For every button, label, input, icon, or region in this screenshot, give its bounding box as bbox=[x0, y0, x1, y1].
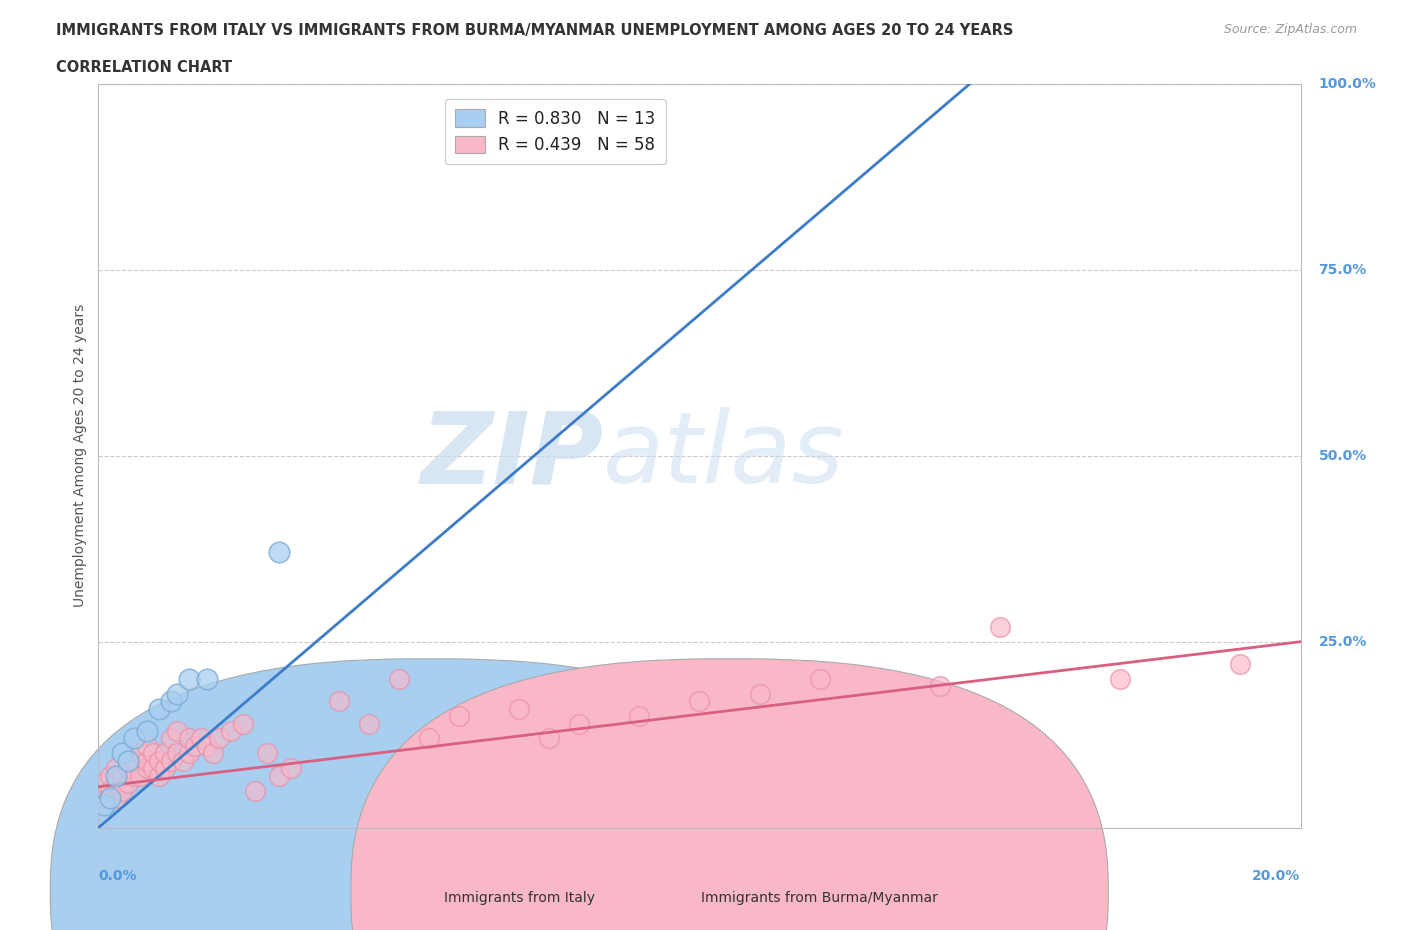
Text: 20.0%: 20.0% bbox=[1253, 869, 1301, 883]
Point bbox=[93, 798, 115, 813]
FancyBboxPatch shape bbox=[51, 658, 807, 930]
Point bbox=[508, 701, 530, 716]
Point bbox=[124, 768, 146, 783]
Point bbox=[267, 545, 290, 560]
FancyBboxPatch shape bbox=[352, 658, 1108, 930]
Point bbox=[195, 671, 218, 686]
Text: Immigrants from Italy: Immigrants from Italy bbox=[444, 891, 595, 905]
Point bbox=[929, 679, 952, 694]
Point bbox=[628, 709, 651, 724]
Point bbox=[1229, 657, 1251, 671]
Point bbox=[117, 776, 139, 790]
Point bbox=[159, 753, 181, 768]
Point bbox=[177, 731, 200, 746]
Point bbox=[117, 753, 139, 768]
Text: atlas: atlas bbox=[603, 407, 845, 504]
Point bbox=[148, 701, 170, 716]
Point bbox=[232, 716, 254, 731]
Text: 100.0%: 100.0% bbox=[1319, 76, 1376, 91]
Point bbox=[141, 761, 163, 776]
Point bbox=[100, 768, 122, 783]
Point bbox=[105, 761, 128, 776]
Point bbox=[135, 753, 157, 768]
Point bbox=[159, 694, 181, 709]
Point bbox=[568, 716, 591, 731]
Point bbox=[988, 619, 1011, 634]
Point bbox=[93, 776, 115, 790]
Point bbox=[129, 768, 152, 783]
Point bbox=[808, 671, 831, 686]
Point bbox=[135, 761, 157, 776]
Point bbox=[1109, 671, 1132, 686]
Point bbox=[105, 776, 128, 790]
Point bbox=[267, 768, 290, 783]
Text: 25.0%: 25.0% bbox=[1319, 634, 1367, 649]
Point bbox=[208, 731, 231, 746]
Point bbox=[124, 731, 146, 746]
Point bbox=[117, 761, 139, 776]
Y-axis label: Unemployment Among Ages 20 to 24 years: Unemployment Among Ages 20 to 24 years bbox=[73, 304, 87, 607]
Text: ZIP: ZIP bbox=[420, 407, 603, 504]
Text: 0.0%: 0.0% bbox=[98, 869, 136, 883]
Point bbox=[141, 746, 163, 761]
Point bbox=[100, 790, 122, 805]
Point bbox=[177, 671, 200, 686]
Point bbox=[243, 783, 266, 798]
Point bbox=[388, 671, 411, 686]
Point bbox=[111, 783, 134, 798]
Point bbox=[93, 790, 115, 805]
Point bbox=[183, 738, 205, 753]
Point bbox=[129, 746, 152, 761]
Point bbox=[166, 746, 188, 761]
Point bbox=[219, 724, 242, 738]
Point bbox=[105, 790, 128, 805]
Point bbox=[148, 753, 170, 768]
Point bbox=[166, 724, 188, 738]
Point bbox=[357, 716, 380, 731]
Text: CORRELATION CHART: CORRELATION CHART bbox=[56, 60, 232, 75]
Point bbox=[153, 761, 176, 776]
Point bbox=[538, 731, 561, 746]
Point bbox=[256, 746, 278, 761]
Text: Immigrants from Burma/Myanmar: Immigrants from Burma/Myanmar bbox=[702, 891, 938, 905]
Point bbox=[111, 746, 134, 761]
Legend: R = 0.830   N = 13, R = 0.439   N = 58: R = 0.830 N = 13, R = 0.439 N = 58 bbox=[444, 100, 665, 164]
Point bbox=[100, 783, 122, 798]
Point bbox=[105, 768, 128, 783]
Point bbox=[148, 768, 170, 783]
Point bbox=[166, 686, 188, 701]
Point bbox=[135, 724, 157, 738]
Point bbox=[190, 731, 212, 746]
Point bbox=[447, 709, 470, 724]
Point bbox=[135, 738, 157, 753]
Point bbox=[748, 686, 770, 701]
Point bbox=[159, 731, 181, 746]
Point bbox=[280, 761, 302, 776]
Point bbox=[418, 731, 440, 746]
Text: Source: ZipAtlas.com: Source: ZipAtlas.com bbox=[1223, 23, 1357, 36]
Text: 50.0%: 50.0% bbox=[1319, 448, 1367, 463]
Point bbox=[201, 746, 224, 761]
Point bbox=[177, 746, 200, 761]
Point bbox=[195, 738, 218, 753]
Text: 75.0%: 75.0% bbox=[1319, 262, 1367, 277]
Point bbox=[328, 694, 350, 709]
Point bbox=[688, 694, 710, 709]
Point bbox=[153, 746, 176, 761]
Text: IMMIGRANTS FROM ITALY VS IMMIGRANTS FROM BURMA/MYANMAR UNEMPLOYMENT AMONG AGES 2: IMMIGRANTS FROM ITALY VS IMMIGRANTS FROM… bbox=[56, 23, 1014, 38]
Point bbox=[124, 753, 146, 768]
Point bbox=[111, 768, 134, 783]
Point bbox=[172, 753, 194, 768]
